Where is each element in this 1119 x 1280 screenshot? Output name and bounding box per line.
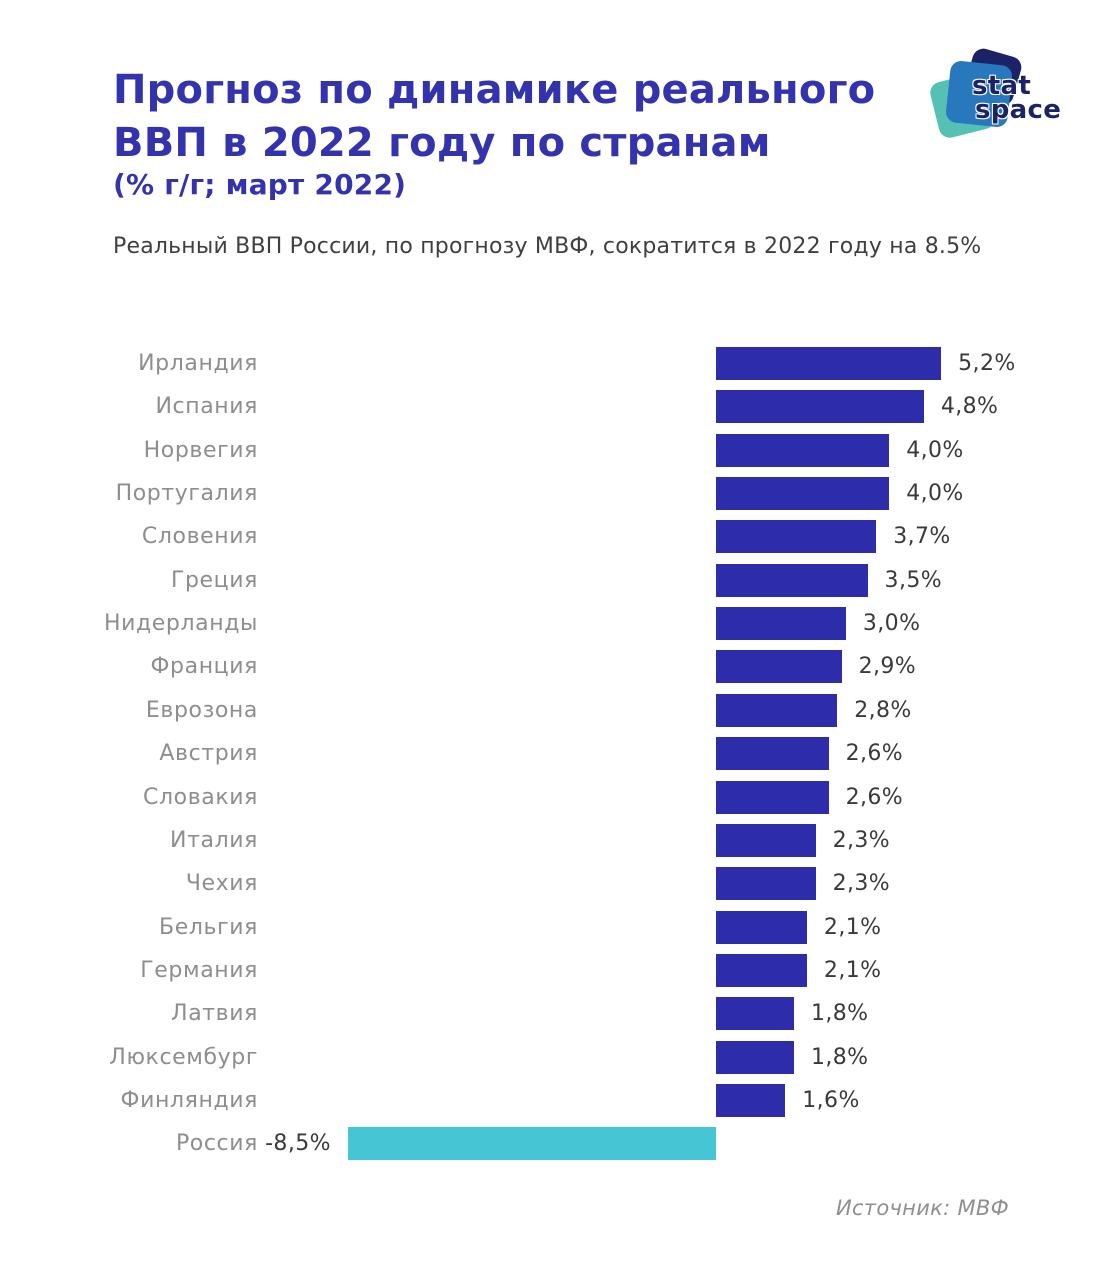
country-label: Греция bbox=[170, 567, 258, 593]
country-label: Германия bbox=[140, 957, 258, 983]
value-label: 3,5% bbox=[884, 567, 943, 593]
bar-positive bbox=[716, 607, 846, 641]
bar-positive bbox=[716, 910, 807, 944]
country-label: Италия bbox=[170, 827, 258, 853]
value-label: 2,1% bbox=[823, 914, 882, 940]
bar-positive bbox=[716, 477, 890, 511]
chart-row: Франция 2,9% bbox=[0, 650, 1119, 684]
bar-positive bbox=[716, 563, 868, 597]
value-label: 3,7% bbox=[893, 524, 951, 550]
bar-negative bbox=[347, 1127, 716, 1161]
bar-positive bbox=[716, 823, 816, 857]
bar-positive bbox=[716, 997, 794, 1031]
value-label: 2,8% bbox=[854, 697, 912, 723]
source-credit: Источник: МВФ bbox=[835, 1196, 1009, 1220]
value-label: -8,5% bbox=[265, 1131, 331, 1157]
country-label: Ирландия bbox=[138, 351, 258, 376]
bar-positive bbox=[716, 520, 877, 554]
value-label: 3,0% bbox=[862, 611, 921, 637]
statspace-logo: stat space bbox=[927, 46, 1073, 150]
value-label: 2,3% bbox=[832, 827, 891, 853]
value-label: 4,0% bbox=[906, 481, 964, 507]
chart-description: Реальный ВВП России, по прогнозу МВФ, со… bbox=[113, 234, 982, 259]
page-title-line2: ВВП в 2022 году по странам bbox=[113, 120, 771, 166]
value-label: 4,0% bbox=[906, 437, 964, 463]
chart-row: Финляндия 1,6% bbox=[0, 1083, 1119, 1118]
country-label: Чехия bbox=[185, 871, 258, 897]
chart-row: Россия -8,5% bbox=[0, 1127, 1119, 1161]
bar-positive bbox=[716, 347, 942, 380]
chart-row: Словакия 2,6% bbox=[0, 780, 1119, 815]
chart-row: Германия 2,1% bbox=[0, 953, 1119, 988]
chart-row: Латвия 1,8% bbox=[0, 997, 1119, 1031]
value-label: 2,9% bbox=[858, 654, 917, 680]
bar-positive bbox=[716, 433, 890, 467]
country-label: Франция bbox=[150, 654, 258, 680]
bar-positive bbox=[716, 1083, 786, 1117]
gdp-bar-chart: Ирландия 5,2% Испания 4,8% Норвегия 4,0% Порту… bbox=[0, 347, 1119, 1177]
country-label: Финляндия bbox=[120, 1087, 258, 1113]
value-label: 2,6% bbox=[845, 784, 904, 810]
page-title: Прогноз по динамике реального ВВП в 2022… bbox=[113, 64, 875, 170]
bar-positive bbox=[716, 1040, 794, 1074]
bar-positive bbox=[716, 693, 838, 727]
bar-positive bbox=[716, 780, 829, 814]
country-label: Австрия bbox=[159, 741, 258, 767]
country-label: Словения bbox=[141, 524, 258, 550]
chart-row: Ирландия 5,2% bbox=[0, 347, 1119, 381]
logo-text-line1: stat bbox=[972, 71, 1032, 101]
country-label: Португалия bbox=[115, 481, 258, 507]
page-title-line1: Прогноз по динамике реального bbox=[113, 67, 876, 113]
value-label: 1,8% bbox=[810, 1001, 869, 1027]
value-label: 2,3% bbox=[832, 871, 891, 897]
bar-positive bbox=[716, 737, 829, 771]
value-label: 5,2% bbox=[958, 351, 1016, 376]
chart-row: Нидерланды 3,0% bbox=[0, 607, 1119, 641]
value-label: 1,8% bbox=[810, 1044, 869, 1070]
value-label: 2,6% bbox=[845, 741, 904, 767]
bar-positive bbox=[716, 650, 842, 684]
logo-text-line2: space bbox=[975, 95, 1062, 125]
country-label: Россия bbox=[175, 1131, 258, 1157]
chart-row: Норвегия 4,0% bbox=[0, 433, 1119, 468]
country-label: Бельгия bbox=[159, 914, 258, 940]
country-label: Норвегия bbox=[143, 437, 258, 463]
country-label: Люксембург bbox=[109, 1044, 258, 1070]
chart-row: Словения 3,7% bbox=[0, 520, 1119, 554]
chart-row: Италия 2,3% bbox=[0, 823, 1119, 858]
value-label: 2,1% bbox=[823, 957, 882, 983]
bar-positive bbox=[716, 953, 807, 987]
chart-row: Португалия 4,0% bbox=[0, 477, 1119, 511]
chart-row: Еврозона 2,8% bbox=[0, 693, 1119, 728]
country-label: Словакия bbox=[143, 784, 258, 810]
chart-row: Испания 4,8% bbox=[0, 390, 1119, 424]
bar-positive bbox=[716, 867, 816, 901]
chart-row: Греция 3,5% bbox=[0, 563, 1119, 598]
value-label: 4,8% bbox=[940, 394, 999, 420]
page-subtitle: (% г/г; март 2022) bbox=[113, 168, 407, 201]
country-label: Нидерланды bbox=[103, 611, 258, 637]
logo-wordmark: stat space bbox=[972, 71, 1062, 125]
chart-row: Бельгия 2,1% bbox=[0, 910, 1119, 945]
chart-row: Австрия 2,6% bbox=[0, 737, 1119, 771]
chart-row: Люксембург 1,8% bbox=[0, 1040, 1119, 1075]
country-label: Испания bbox=[155, 394, 258, 420]
chart-row: Чехия 2,3% bbox=[0, 867, 1119, 901]
value-label: 1,6% bbox=[802, 1087, 860, 1113]
country-label: Латвия bbox=[171, 1001, 258, 1027]
country-label: Еврозона bbox=[145, 697, 258, 723]
bar-positive bbox=[716, 390, 924, 424]
